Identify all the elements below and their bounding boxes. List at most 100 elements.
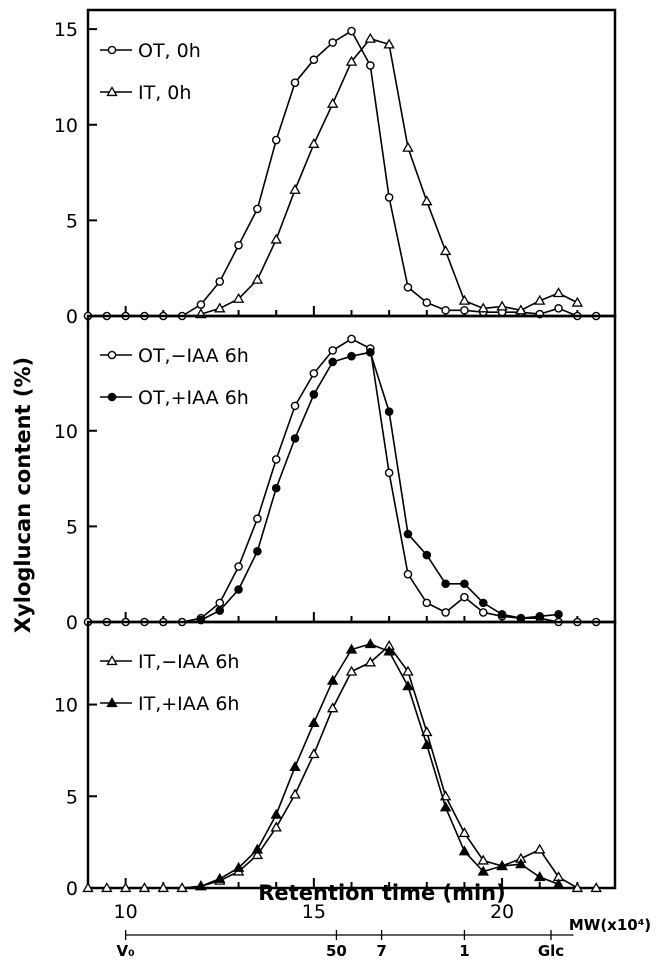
data-point	[215, 598, 225, 608]
data-point	[347, 334, 356, 344]
data-point	[458, 845, 471, 856]
data-point	[347, 26, 356, 36]
data-point	[119, 882, 132, 893]
data-point	[214, 872, 226, 883]
legend-marker	[107, 45, 117, 55]
series-2-2	[196, 348, 563, 625]
data-point	[402, 665, 414, 676]
data-point	[364, 656, 377, 667]
data-point	[326, 97, 339, 108]
legend-label: IT, 0h	[138, 82, 191, 104]
data-point	[533, 843, 546, 854]
data-point	[402, 141, 414, 152]
data-point	[554, 610, 563, 619]
data-point	[232, 292, 245, 303]
data-point	[439, 801, 452, 812]
legend-marker	[106, 86, 118, 97]
y-tick-label: 10	[54, 695, 78, 717]
data-point	[270, 821, 282, 832]
data-point	[345, 55, 358, 66]
data-point	[308, 137, 320, 148]
data-point	[441, 608, 450, 617]
data-point	[271, 135, 281, 145]
data-point	[477, 865, 489, 876]
panel-2: 0 5 10 OT,−IAA 6h OT,+IAA 6h	[54, 314, 617, 634]
data-point	[421, 739, 433, 750]
x-tick-label: 20	[490, 901, 514, 923]
panel-1: 0 5 10 15 OT, 0h IT, 0h	[54, 8, 617, 328]
data-point	[234, 562, 243, 571]
data-point	[289, 761, 301, 772]
data-point	[422, 550, 432, 560]
data-point	[328, 38, 337, 47]
legend-label: OT,+IAA 6h	[138, 387, 249, 409]
panels-layer: 0 5 10 15 OT, 0h IT, 0h 0 5 10 OT,−IAA 6h OT,+IAA …	[54, 8, 617, 900]
data-point	[176, 882, 188, 893]
data-point	[439, 245, 452, 256]
data-point	[458, 827, 471, 838]
series-3-2	[195, 638, 565, 891]
data-point	[328, 346, 337, 355]
data-point	[251, 849, 264, 860]
data-point	[309, 369, 319, 378]
data-point	[290, 401, 300, 411]
series-2-1	[83, 334, 601, 627]
data-point	[460, 592, 469, 602]
data-point	[215, 277, 225, 286]
data-point	[138, 882, 151, 893]
data-point	[101, 882, 113, 893]
legend-item: OT,+IAA 6h	[100, 387, 249, 409]
y-tick-label: 10	[54, 421, 78, 443]
series-line	[200, 351, 559, 621]
data-point	[270, 808, 282, 819]
legend-marker	[107, 350, 117, 360]
series-1-2	[195, 32, 584, 319]
series-3-1	[82, 639, 602, 893]
data-point	[460, 579, 469, 589]
data-point	[383, 645, 395, 656]
data-point	[289, 183, 301, 194]
mw-unit-label: MW(x10⁴)	[569, 916, 651, 934]
y-tick-label: 5	[66, 516, 78, 538]
data-point	[308, 748, 320, 759]
data-point	[441, 579, 450, 589]
panel-3: 0 5 10 IT,−IAA 6h IT,+IAA 6h	[54, 620, 617, 900]
mw-tick-label: Glc	[538, 942, 564, 960]
data-point	[383, 38, 395, 49]
data-point	[251, 273, 264, 284]
legend-item: IT,−IAA 6h	[100, 651, 239, 673]
legend-item: IT,+IAA 6h	[100, 693, 239, 715]
mw-tick-label: 7	[376, 942, 386, 960]
data-point	[384, 407, 394, 416]
data-point	[403, 283, 413, 292]
data-point	[554, 304, 563, 313]
x-axis-title: Retention time (min)	[258, 881, 505, 905]
data-point	[515, 304, 527, 315]
data-point	[253, 204, 262, 214]
legend-item: OT,−IAA 6h	[100, 345, 249, 367]
data-point	[533, 871, 546, 882]
data-point	[364, 638, 377, 649]
legend-item: OT, 0h	[100, 40, 201, 62]
data-point	[364, 32, 377, 43]
series-line	[88, 337, 597, 623]
data-point	[402, 680, 414, 691]
data-point	[309, 55, 319, 65]
legend-label: IT,+IAA 6h	[138, 693, 239, 715]
x-tick-label: 10	[114, 901, 138, 923]
data-point	[195, 880, 207, 891]
legend-marker	[106, 655, 118, 666]
data-point	[478, 608, 488, 617]
data-point	[384, 468, 394, 478]
data-point	[345, 643, 358, 654]
data-point	[196, 300, 206, 309]
data-point	[571, 882, 584, 893]
y-tick-label: 5	[66, 786, 78, 808]
data-point	[308, 716, 320, 727]
series-line	[200, 37, 578, 315]
mw-tick-label: 50	[326, 942, 347, 960]
data-point	[441, 305, 450, 315]
y-tick-label: 5	[66, 210, 78, 232]
legend-marker	[107, 392, 117, 402]
data-point	[234, 240, 243, 250]
